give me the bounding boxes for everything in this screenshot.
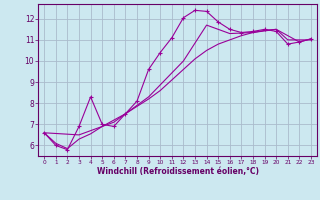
X-axis label: Windchill (Refroidissement éolien,°C): Windchill (Refroidissement éolien,°C) <box>97 167 259 176</box>
